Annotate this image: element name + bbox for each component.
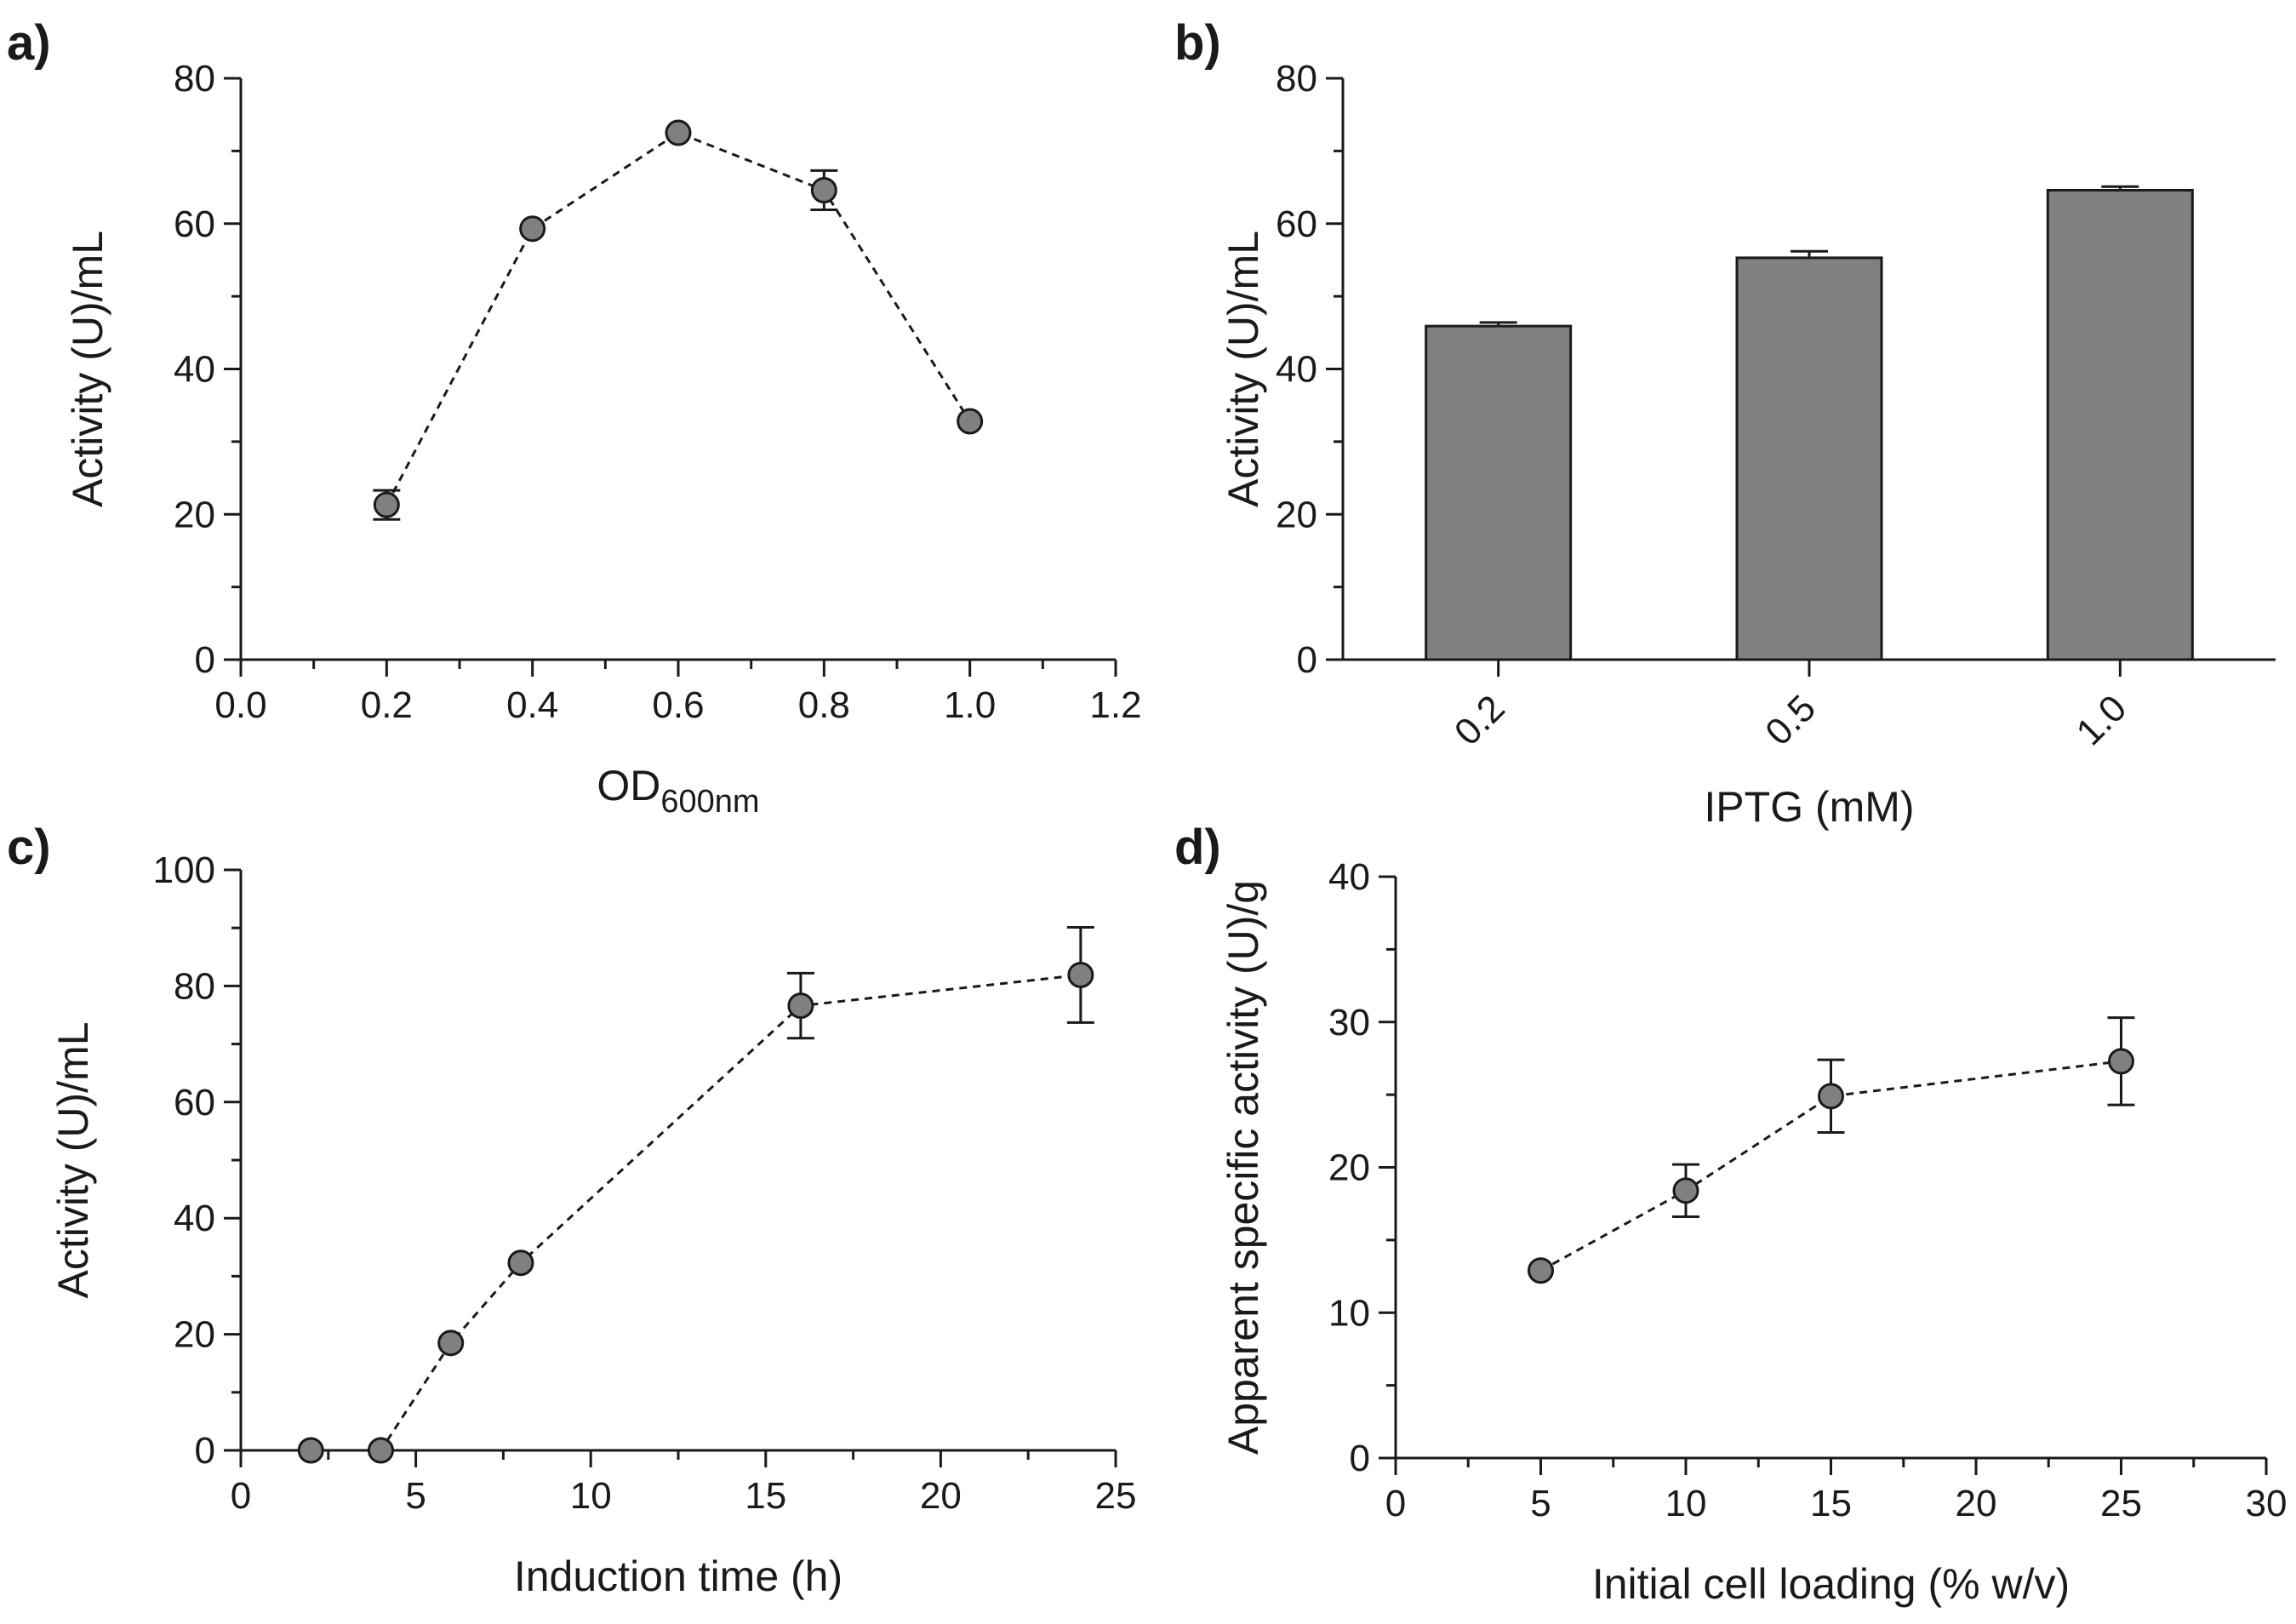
y-tick-label: 20 [1276,494,1317,535]
x-tick-label: 15 [745,1475,786,1517]
x-tick-label: 0.5 [1757,687,1824,753]
data-point [507,1249,534,1277]
series-line [1539,1060,2122,1272]
panel-b: b) 0 20 40 60 80 Activity (U)/mL 0.2 0.5 1.0 IPTG … [1174,15,2276,831]
x-tick-label: 20 [1956,1483,1997,1524]
y-tick-label: 10 [1328,1292,1370,1334]
y-tick-label: 40 [174,349,215,391]
panel-d: d) 0 10 20 30 40 Apparent specific activity (U… [1174,820,2287,1608]
y-tick-label: 80 [174,58,215,100]
data-point [957,408,984,435]
y-axis-title: Apparent specific activity (U)/g [1219,880,1267,1455]
x-tick-label: 10 [570,1475,612,1517]
panel-a: a) 0 20 40 60 80 Activity (U)/mL 0.0 0.2 0.4 0.6 0.… [7,15,1142,820]
x-tick-label: 0.6 [652,684,704,726]
x-axis-title: OD600nm [597,762,759,820]
x-tick-label: 1.0 [944,684,996,726]
bar [1425,324,1573,661]
data-point [1528,1257,1554,1284]
data-point [787,992,814,1020]
y-tick-label: 60 [174,203,215,245]
y-tick-label: 60 [1276,203,1317,245]
x-axis-title: IPTG (mM) [1704,783,1914,831]
panel-label: d) [1174,820,1221,875]
y-tick-label: 30 [1328,1002,1370,1044]
data-point [665,119,692,146]
panel-label: c) [7,820,51,875]
data-point [1818,1083,1844,1110]
series-line [386,131,971,506]
x-tick-label: 25 [1095,1475,1137,1517]
data-point [810,176,837,203]
x-tick-label: 25 [2100,1483,2142,1524]
y-tick-label: 40 [1276,349,1317,391]
data-point [2108,1048,2134,1075]
x-tick-label: 0.2 [1447,687,1513,753]
x-tick-label: 0.4 [506,684,558,726]
x-tick-label: 1.2 [1089,684,1141,726]
y-tick-label: 0 [195,639,215,681]
bar [2046,188,2194,661]
data-point [519,215,546,243]
y-tick-label: 40 [1328,856,1370,898]
panel-c: c) 0 20 40 60 80 100 Activity (U)/mL 0 5 10 15 20 25 I… [7,820,1136,1600]
y-axis-title: Activity (U)/mL [1219,231,1267,507]
y-tick-label: 0 [1297,639,1317,681]
y-tick-label: 100 [153,849,215,891]
y-tick-label: 60 [174,1082,215,1124]
x-tick-label: 15 [1810,1483,1852,1524]
data-point [1672,1177,1699,1204]
x-axis-title: Initial cell loading (% w/v) [1592,1560,2070,1608]
x-tick-label: 1.0 [2069,687,2135,753]
x-tick-label: 0 [231,1475,251,1517]
y-tick-label: 80 [174,965,215,1007]
panel-label: a) [7,15,51,71]
x-tick-label: 5 [405,1475,426,1517]
data-point [437,1330,465,1357]
x-tick-label: 0 [1385,1483,1406,1524]
y-tick-label: 40 [174,1198,215,1239]
y-tick-label: 0 [1350,1438,1370,1479]
data-point [367,1437,394,1464]
y-tick-label: 80 [1276,58,1317,100]
y-tick-label: 0 [195,1430,215,1472]
series-line [311,973,1082,1452]
x-tick-label: 0.8 [798,684,850,726]
x-tick-label: 30 [2246,1483,2287,1524]
data-point [373,491,400,518]
y-tick-label: 20 [1328,1147,1370,1189]
x-tick-label: 20 [920,1475,962,1517]
x-axis-title-main: OD [597,762,660,809]
data-point [1067,961,1094,988]
y-tick-label: 20 [174,494,215,535]
data-point [297,1437,324,1464]
x-tick-label: 0.2 [361,684,413,726]
x-tick-label: 5 [1530,1483,1551,1524]
x-tick-label: 10 [1665,1483,1707,1524]
y-tick-label: 20 [174,1314,215,1356]
x-axis-title-subscript: 600nm [660,784,759,820]
x-axis-title: Induction time (h) [514,1553,842,1600]
panel-label: b) [1174,15,1221,71]
bar [1735,256,1883,661]
x-tick-label: 0.0 [214,684,266,726]
y-axis-title: Activity (U)/mL [64,231,111,507]
y-axis-title: Activity (U)/mL [49,1022,97,1299]
